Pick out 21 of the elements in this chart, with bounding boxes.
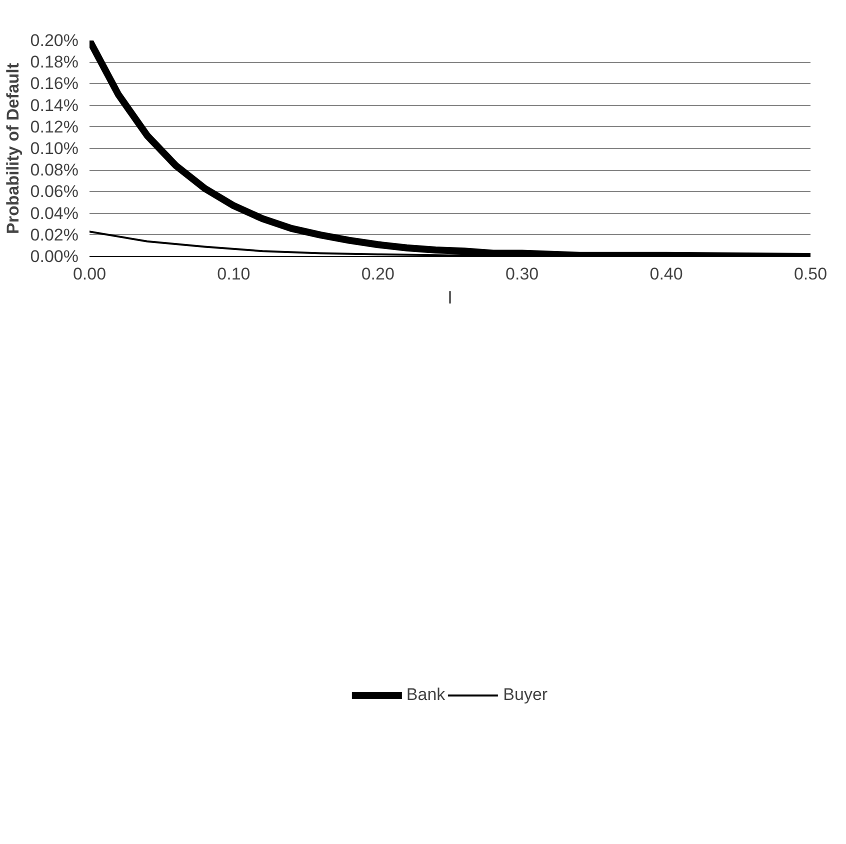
y-tick-label: 0.20% (30, 31, 78, 50)
y-tick-label: 0.14% (30, 96, 78, 115)
x-tick-label: 0.30 (506, 264, 539, 284)
y-tick-label: 0.02% (30, 225, 78, 244)
y-tick-label: 0.16% (30, 74, 78, 94)
y-tick-label: 0.04% (30, 204, 78, 223)
y-tick-label: 0.00% (30, 247, 78, 266)
x-tick-label: 0.10 (217, 264, 250, 284)
x-axis-title: I (448, 288, 453, 308)
x-tick-label: 0.20 (361, 264, 394, 284)
x-tick-label: 0.00 (72, 264, 106, 284)
x-tick-label: 0.40 (650, 264, 683, 284)
x-tick-label: 0.50 (794, 264, 828, 284)
y-tick-label: 0.06% (30, 182, 78, 202)
y-tick-label: 0.12% (30, 117, 78, 136)
y-tick-label: 0.10% (30, 139, 78, 158)
y-tick-label: 0.18% (30, 52, 78, 72)
y-tick-label: 0.08% (30, 160, 78, 180)
legend-label: Buyer (503, 685, 548, 705)
legend-label: Bank (406, 685, 446, 705)
y-axis-title: Probability of Default (3, 62, 22, 234)
